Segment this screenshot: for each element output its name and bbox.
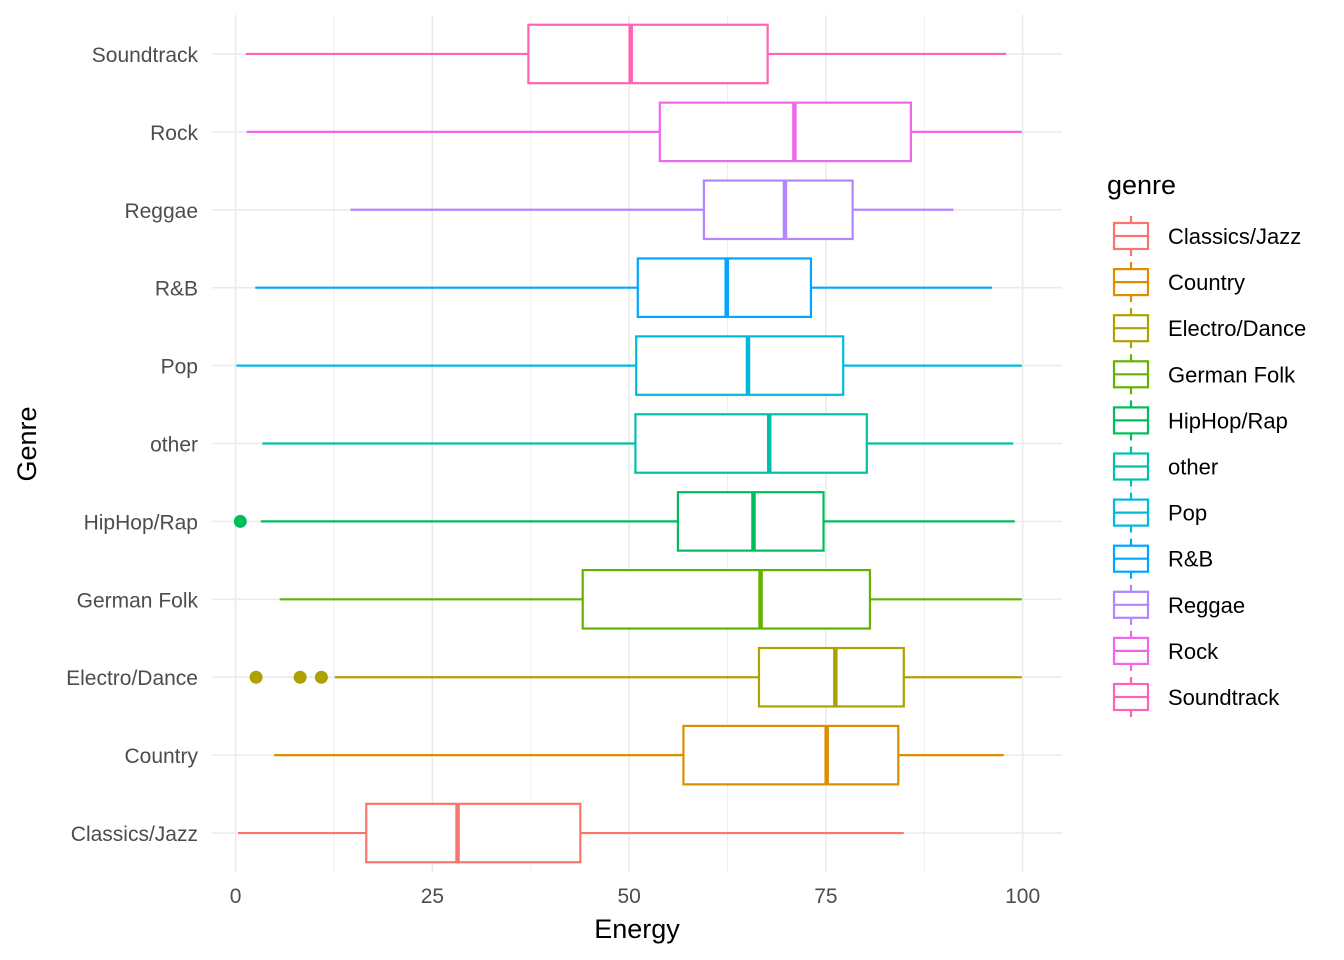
box-classics-jazz bbox=[237, 802, 904, 864]
box-pop bbox=[236, 335, 1022, 396]
y-axis-title: Genre bbox=[12, 406, 42, 481]
legend-items: Classics/Jazz Country Electro/Dance German … bbox=[1112, 216, 1306, 717]
legend-item: Electro/Dance bbox=[1112, 308, 1306, 349]
legend-label: Soundtrack bbox=[1168, 685, 1280, 710]
x-tick-label: 75 bbox=[814, 885, 837, 908]
legend-label: Rock bbox=[1168, 639, 1219, 664]
outlier-point bbox=[233, 514, 247, 528]
iqr-box bbox=[702, 179, 854, 241]
legend-item: Rock bbox=[1112, 630, 1219, 671]
iqr-box bbox=[636, 257, 813, 318]
iqr-box bbox=[581, 569, 872, 630]
x-tick-label: 25 bbox=[421, 885, 444, 908]
y-tick-label: other bbox=[150, 434, 198, 457]
box-country bbox=[274, 724, 1004, 786]
box-german-folk bbox=[279, 569, 1022, 630]
legend-label: Classics/Jazz bbox=[1168, 224, 1301, 249]
legend-label: Electro/Dance bbox=[1168, 316, 1306, 341]
boxplot-series bbox=[233, 23, 1022, 864]
legend-item: R&B bbox=[1112, 538, 1213, 579]
box-reggae bbox=[350, 179, 954, 241]
iqr-box bbox=[676, 491, 825, 552]
legend: genre Classics/Jazz Country Electro/Dance G… bbox=[1107, 170, 1306, 717]
box-hiphop-rap bbox=[233, 491, 1015, 552]
legend-item: Pop bbox=[1112, 492, 1207, 533]
y-axis-tick-labels: Classics/Jazz Country Electro/Dance German … bbox=[66, 44, 198, 846]
y-tick-label: HipHop/Rap bbox=[84, 511, 198, 534]
y-tick-label: Soundtrack bbox=[92, 44, 199, 67]
legend-item: other bbox=[1112, 446, 1218, 487]
legend-label: Pop bbox=[1168, 501, 1207, 526]
iqr-box bbox=[365, 802, 582, 864]
legend-label: Country bbox=[1168, 270, 1245, 295]
x-tick-label: 50 bbox=[617, 885, 640, 908]
y-tick-label: R&B bbox=[155, 278, 198, 301]
y-tick-label: Country bbox=[124, 745, 198, 768]
x-tick-label: 0 bbox=[230, 885, 242, 908]
x-tick-label: 100 bbox=[1005, 885, 1040, 908]
legend-item: Country bbox=[1112, 262, 1245, 303]
legend-label: Reggae bbox=[1168, 593, 1245, 618]
y-tick-label: Reggae bbox=[124, 200, 198, 223]
box-other bbox=[262, 413, 1014, 474]
y-tick-label: Electro/Dance bbox=[66, 667, 198, 690]
iqr-box bbox=[634, 413, 868, 474]
outlier-point bbox=[249, 670, 263, 684]
outlier-point bbox=[293, 670, 307, 684]
box-soundtrack bbox=[245, 23, 1007, 85]
iqr-box bbox=[635, 335, 845, 396]
iqr-box bbox=[757, 646, 905, 708]
box-r-b bbox=[255, 257, 992, 318]
legend-item: HipHop/Rap bbox=[1112, 400, 1288, 441]
outlier-point bbox=[314, 670, 328, 684]
box-rock bbox=[246, 101, 1022, 163]
legend-label: HipHop/Rap bbox=[1168, 408, 1288, 433]
legend-item: Soundtrack bbox=[1112, 677, 1280, 717]
iqr-box bbox=[682, 724, 900, 786]
y-tick-label: Pop bbox=[161, 356, 198, 379]
x-axis-title: Energy bbox=[594, 914, 680, 944]
legend-item: German Folk bbox=[1112, 354, 1296, 395]
y-tick-label: German Folk bbox=[77, 589, 199, 612]
legend-item: Classics/Jazz bbox=[1112, 216, 1301, 256]
legend-title: genre bbox=[1107, 170, 1176, 200]
legend-label: R&B bbox=[1168, 547, 1213, 572]
iqr-box bbox=[658, 101, 912, 163]
box-electro-dance bbox=[249, 646, 1022, 708]
y-tick-label: Rock bbox=[150, 122, 198, 145]
iqr-box bbox=[527, 23, 769, 85]
legend-item: Reggae bbox=[1112, 584, 1245, 625]
legend-label: German Folk bbox=[1168, 362, 1296, 387]
legend-label: other bbox=[1168, 455, 1218, 480]
y-tick-label: Classics/Jazz bbox=[71, 823, 198, 846]
x-axis-tick-labels: 0 25 50 75 100 bbox=[230, 885, 1040, 908]
